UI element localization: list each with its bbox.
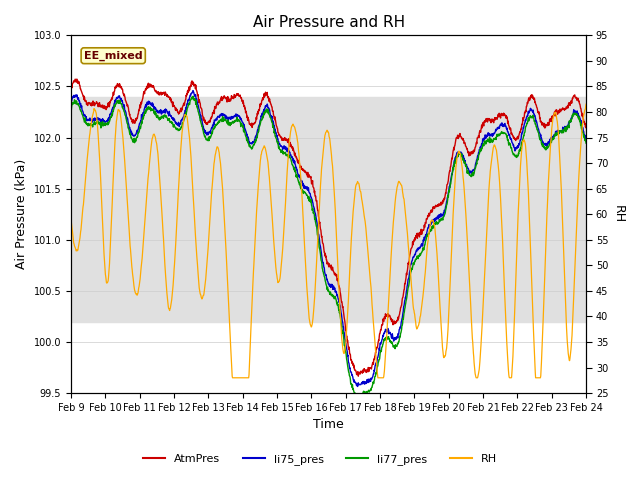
Y-axis label: Air Pressure (kPa): Air Pressure (kPa) bbox=[15, 159, 28, 269]
Y-axis label: RH: RH bbox=[612, 205, 625, 223]
Bar bbox=[71, 96, 586, 322]
Title: Air Pressure and RH: Air Pressure and RH bbox=[253, 15, 404, 30]
Text: EE_mixed: EE_mixed bbox=[84, 50, 143, 61]
X-axis label: Time: Time bbox=[313, 419, 344, 432]
Legend: AtmPres, li75_pres, li77_pres, RH: AtmPres, li75_pres, li77_pres, RH bbox=[139, 450, 501, 469]
